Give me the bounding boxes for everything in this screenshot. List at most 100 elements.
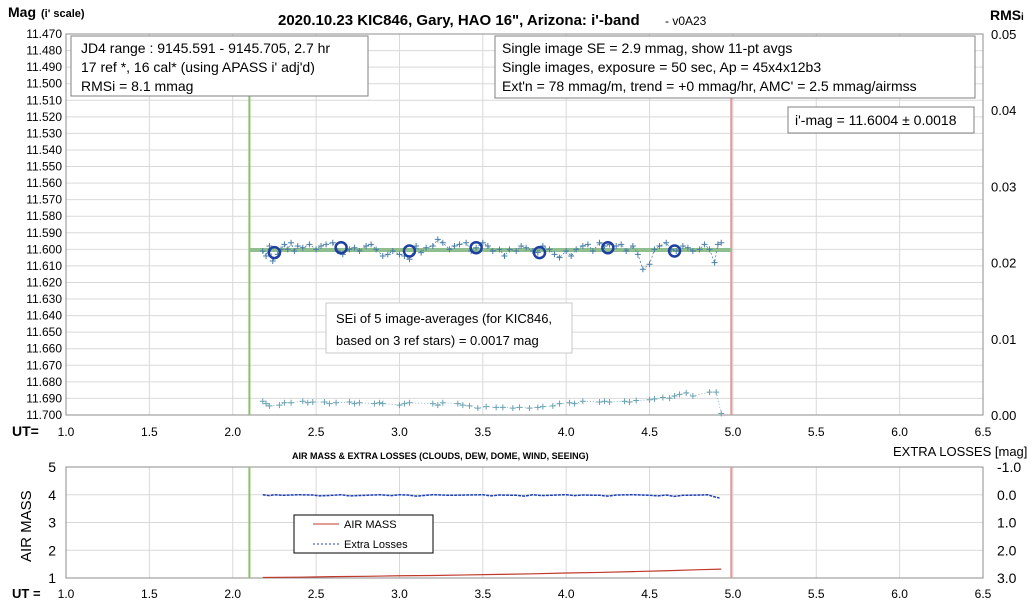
rms-point (676, 391, 683, 398)
info-box-left: JD4 range : 9145.591 - 9145.705, 2.7 hr … (70, 35, 369, 97)
ut-label-top: UT= (12, 423, 39, 439)
lower-x-tick-label: 3.0 (391, 587, 408, 601)
mag-box: i'-mag = 11.6004 ± 0.0018 (787, 106, 975, 134)
single-mag-point (446, 246, 453, 253)
single-mag-point (263, 252, 270, 259)
y-left-tick-label: 11.510 (26, 93, 62, 107)
single-mag-point (266, 243, 273, 250)
rms-point (309, 399, 316, 406)
rms-point (356, 399, 363, 406)
single-mag-point (706, 246, 713, 253)
single-mag-point (618, 241, 625, 248)
single-mag-point (596, 239, 603, 246)
rms-point (606, 399, 613, 406)
info-box-right-frame (494, 35, 976, 99)
single-mag-point (473, 244, 480, 251)
single-mag-point (568, 252, 575, 259)
single-mag-point (489, 248, 496, 255)
single-mag-point (259, 248, 266, 255)
lower-y-right-tick-label: -1.0 (997, 459, 1021, 475)
lower-y-left-tick-label: 4 (48, 487, 56, 503)
rms-point (483, 403, 490, 410)
rms-point (683, 389, 690, 396)
single-mag-point (318, 243, 325, 250)
y-left-tick-label: 11.680 (26, 375, 62, 389)
single-mag-point (496, 246, 503, 253)
single-mag-point (463, 239, 470, 246)
rms-point (718, 410, 725, 417)
single-mag-point (684, 244, 691, 251)
y-right-tick-label: 0.05 (991, 27, 1016, 42)
ut-label-bottom: UT = (12, 586, 41, 601)
single-mag-point (323, 241, 330, 248)
average-point (402, 244, 417, 258)
rms-point (396, 402, 403, 409)
info-left-line-2: 17 ref *, 16 cal* (using APASS i' adj'd) (81, 59, 315, 75)
y-right-label-sub: i (1021, 12, 1024, 23)
single-mag-point (413, 243, 420, 250)
info-right-line-1: Single image SE = 2.9 mmag, show 11-pt a… (502, 40, 792, 56)
info-box-right: Single image SE = 2.9 mmag, show 11-pt a… (494, 35, 976, 99)
se-note-frame (325, 302, 573, 354)
rms-point (454, 400, 461, 407)
single-mag-point (373, 246, 380, 253)
y-left-tick-label: 11.570 (26, 193, 62, 207)
legend-frame (293, 514, 434, 554)
y-left-tick-label: 11.620 (26, 275, 62, 289)
single-mag-point (673, 248, 680, 255)
single-mag-point (701, 241, 708, 248)
single-mag-point (651, 246, 658, 253)
y-right-tick-label: 0.00 (991, 408, 1016, 423)
rms-point (288, 399, 295, 406)
single-mag-point (656, 243, 663, 250)
rms-point (566, 399, 573, 406)
lower-y-right-tick-label: 2.0 (997, 542, 1017, 558)
rms-point (266, 402, 273, 409)
y-right-tick-label: 0.03 (991, 179, 1016, 194)
rms-point (651, 395, 658, 402)
lower-y-left-tick-label: 1 (48, 570, 56, 586)
y-left-tick-label: 11.520 (26, 110, 62, 124)
y-right-tick-label: 0.01 (991, 332, 1016, 347)
x-tick-label: 2.0 (224, 425, 241, 439)
rms-point (556, 400, 563, 407)
legend: AIR MASS Extra Losses (293, 514, 434, 554)
single-mag-point (663, 239, 670, 246)
x-tick-label: 2.5 (308, 425, 325, 439)
chart-version: - v0A23 (665, 14, 707, 28)
lower-x-tick-label: 6.5 (975, 587, 992, 601)
rms-point (509, 405, 516, 412)
single-mag-point (623, 248, 630, 255)
single-mag-point (434, 236, 441, 243)
y-left-tick-label: 11.660 (26, 342, 62, 356)
rms-point (379, 400, 386, 407)
single-mag-point (484, 243, 491, 250)
lower-x-tick-label: 2.0 (224, 587, 241, 601)
single-mag-point (551, 251, 558, 258)
lower-title: AIR MASS & EXTRA LOSSES (CLOUDS, DEW, DO… (292, 451, 589, 461)
lower-y-left-tick-label: 3 (48, 515, 56, 531)
rms-point (406, 399, 413, 406)
rms-point (376, 399, 383, 406)
single-mag-point (439, 239, 446, 246)
upper-plot-frame (65, 33, 984, 416)
rms-point (539, 403, 546, 410)
rms-point (259, 398, 266, 405)
single-mag-point (546, 246, 553, 253)
y-left-tick-label: 11.640 (26, 309, 62, 323)
y-left-tick-label: 11.550 (26, 160, 62, 174)
lower-y-left-tick-label: 2 (48, 542, 56, 558)
x-tick-label: 1.0 (58, 425, 75, 439)
rms-point (499, 404, 506, 411)
y-left-tick-label: 11.630 (26, 292, 62, 306)
single-mag-point (429, 243, 436, 250)
info-box-left-frame (70, 35, 369, 97)
rms-point (276, 402, 283, 409)
y-left-tick-label: 11.700 (26, 408, 62, 422)
x-tick-label: 6.5 (975, 425, 992, 439)
single-mag-point (356, 248, 363, 255)
lower-y-right-tick-label: 3.0 (997, 570, 1017, 586)
single-mag-point (563, 248, 570, 255)
